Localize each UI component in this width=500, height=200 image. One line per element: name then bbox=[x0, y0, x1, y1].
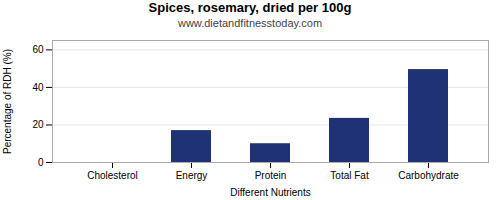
html-text:www.dietandfitnesstoday.com: www.dietandfitnesstoday.com bbox=[178, 17, 322, 29]
svg-text:0: 0 bbox=[38, 157, 44, 168]
svg-text:Energy: Energy bbox=[176, 170, 208, 181]
svg-text:40: 40 bbox=[32, 82, 44, 93]
svg-text:60: 60 bbox=[32, 44, 44, 55]
svg-text:Percentage of RDH (%): Percentage of RDH (%) bbox=[2, 49, 13, 154]
svg-text:Different Nutrients: Different Nutrients bbox=[230, 187, 310, 198]
svg-text:Total Fat: Total Fat bbox=[330, 170, 369, 181]
html-text:Spices, rosemary, dried per 10: Spices, rosemary, dried per 100g bbox=[148, 0, 352, 15]
svg-text:20: 20 bbox=[32, 119, 44, 130]
svg-text:Protein: Protein bbox=[255, 170, 287, 181]
svg-text:Carbohydrate: Carbohydrate bbox=[398, 170, 459, 181]
svg-text:Cholesterol: Cholesterol bbox=[87, 170, 138, 181]
